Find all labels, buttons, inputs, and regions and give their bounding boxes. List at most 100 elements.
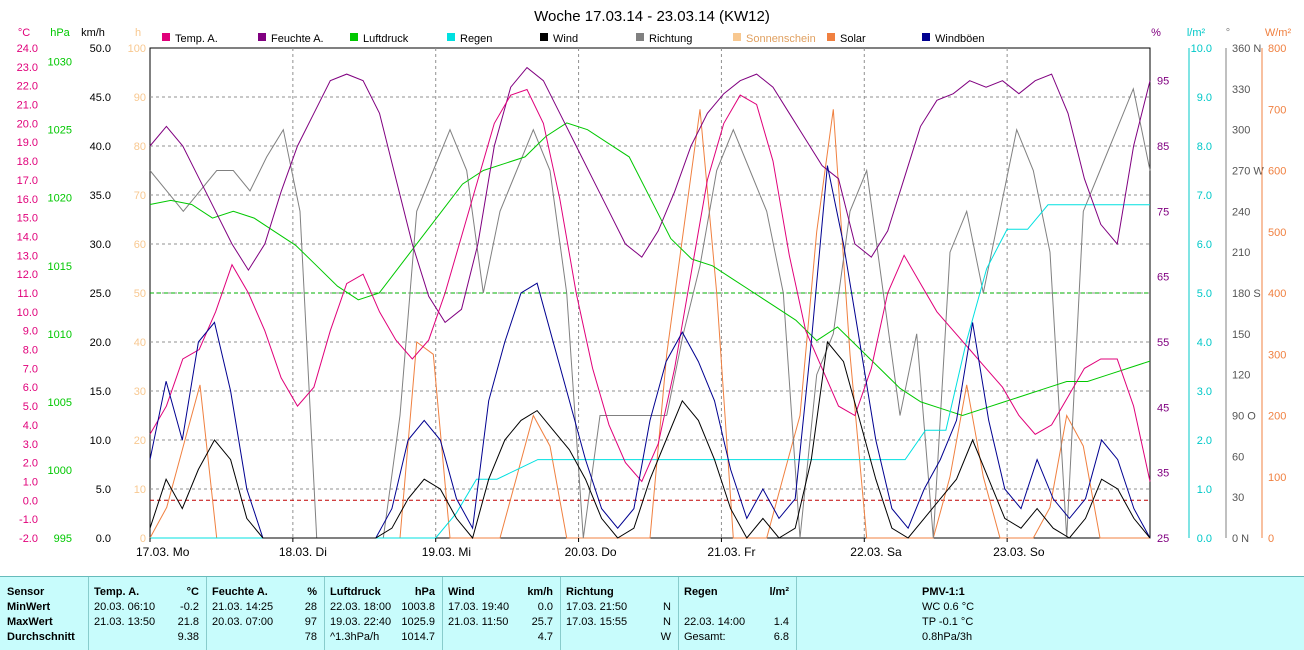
temp-avg-value: 9.38 (177, 631, 199, 643)
humidity-axis-tick: 35 (1157, 468, 1169, 480)
humidity-axis-tick: 65 (1157, 272, 1169, 284)
legend-swatch (350, 33, 358, 41)
temp-max-time: 21.03. 13:50 (94, 616, 156, 628)
solar-axis-tick: 700 (1268, 104, 1286, 116)
direction-axis-tick: 300 (1232, 125, 1250, 137)
legend-swatch (922, 33, 930, 41)
pressure-axis-tick: 1030 (48, 57, 72, 69)
pmv-dewpoint: TP -0.1 °C (922, 616, 974, 628)
sun-axis-tick: 80 (134, 141, 146, 153)
direction-min-value: N (663, 601, 671, 613)
x-axis-label: 23.03. So (993, 545, 1045, 559)
temp-axis-tick: 19.0 (17, 137, 38, 149)
direction-axis-tick: 90 O (1232, 411, 1256, 423)
temp-axis-tick: 14.0 (17, 231, 38, 243)
temp-axis-tick: 1.0 (23, 476, 38, 488)
temp-axis-tick: 4.0 (23, 420, 38, 432)
direction-axis-tick: 240 (1232, 206, 1250, 218)
legend-label: Regen (460, 33, 492, 45)
temp-axis-tick: 16.0 (17, 194, 38, 206)
sensor-header: Sensor (7, 586, 45, 598)
humidity-max-value: 97 (304, 616, 317, 628)
sun-axis-tick: 70 (134, 190, 146, 202)
rain-axis-tick: 3.0 (1197, 386, 1212, 398)
legend-label: Richtung (649, 33, 692, 45)
pressure-trend: ^1.3hPa/h (330, 631, 380, 643)
pressure-axis-tick: 1005 (48, 397, 72, 409)
weather-chart: Woche 17.03.14 - 23.03.14 (KW12) Temp. A… (17, 8, 1292, 559)
temp-axis-tick: 9.0 (23, 326, 38, 338)
temp-axis-tick: 22.0 (17, 81, 38, 93)
direction-max-time: 17.03. 15:55 (566, 616, 628, 628)
pressure-axis-tick: 1025 (48, 125, 72, 137)
x-axis-label: 22.03. Sa (850, 545, 902, 559)
x-axis-label: 18.03. Di (279, 545, 327, 559)
pressure-axis-unit: hPa (50, 27, 70, 39)
x-axis-label: 19.03. Mi (422, 545, 471, 559)
sun-axis-tick: 40 (134, 337, 146, 349)
temp-axis-tick: 10.0 (17, 307, 38, 319)
temp-axis-unit: °C (18, 27, 30, 39)
temp-axis-tick: 15.0 (17, 213, 38, 225)
legend-swatch (258, 33, 266, 41)
rain-header: Regen (684, 586, 718, 598)
direction-axis-unit: ° (1226, 27, 1230, 39)
rain-max-value: 1.4 (773, 616, 789, 628)
temp-axis-tick: 0.0 (23, 495, 38, 507)
sun-axis-tick: 90 (134, 92, 146, 104)
legend-swatch (827, 33, 835, 41)
temp-axis-tick: 6.0 (23, 382, 38, 394)
wind-axis-tick: 0.0 (96, 533, 111, 545)
humidity-axis-tick: 75 (1157, 206, 1169, 218)
legend-swatch (540, 33, 548, 41)
x-axis-label: 20.03. Do (565, 545, 617, 559)
direction-min-time: 17.03. 21:50 (566, 601, 628, 613)
x-axis-labels: 17.03. Mo 18.03. Di 19.03. Mi 20.03. Do 21.0… (136, 538, 1045, 559)
humidity-series-line (149, 66, 1151, 324)
direction-axis-tick: 360 N (1232, 43, 1261, 55)
wind-unit: km/h (527, 586, 553, 598)
rain-axis-tick: 0.0 (1197, 533, 1212, 545)
legend-label: Feuchte A. (271, 33, 324, 45)
x-axis-label: 21.03. Fr (707, 545, 755, 559)
rain-axis-tick: 7.0 (1197, 190, 1212, 202)
solar-axis-tick: 400 (1268, 288, 1286, 300)
humidity-axis-tick: 95 (1157, 76, 1169, 88)
temp-axis-tick: 18.0 (17, 156, 38, 168)
sun-axis-tick: 10 (134, 484, 146, 496)
rain-total-value: 6.8 (773, 631, 789, 643)
pressure-series-line (149, 122, 1151, 417)
temp-axis-tick: 17.0 (17, 175, 38, 187)
humidity-unit: % (307, 586, 317, 598)
rain-axis-tick: 5.0 (1197, 288, 1212, 300)
sun-axis-tick: 20 (134, 435, 146, 447)
pressure-min-time: 22.03. 18:00 (330, 601, 392, 613)
temp-min-time: 20.03. 06:10 (94, 601, 156, 613)
pressure-axis-tick: 1020 (48, 193, 72, 205)
legend: Temp. A. Feuchte A. Luftdruck Regen Wind Rich… (162, 33, 985, 45)
direction-avg-value: W (660, 631, 671, 643)
rain-axis-tick: 2.0 (1197, 435, 1212, 447)
humidity-axis-unit: % (1151, 27, 1161, 39)
solar-axis-tick: 200 (1268, 411, 1286, 423)
legend-label: Temp. A. (175, 33, 218, 45)
sun-axis-tick: 0 (140, 533, 146, 545)
wind-axis-tick: 20.0 (90, 337, 111, 349)
pressure-header: Luftdruck (330, 586, 381, 598)
temp-axis-tick: 11.0 (17, 288, 38, 300)
humidity-column: Feuchte A. % 21.03. 14:25 28 20.03. 07:0… (206, 577, 325, 650)
temp-unit: °C (186, 586, 199, 598)
solar-axis-tick: 300 (1268, 349, 1286, 361)
temp-max-value: 21.8 (177, 616, 199, 628)
chart-title: Woche 17.03.14 - 23.03.14 (KW12) (534, 8, 770, 25)
wind-axis-tick: 35.0 (90, 190, 111, 202)
wind-min-value: 0.0 (537, 601, 553, 613)
rain-axis-tick: 4.0 (1197, 337, 1212, 349)
wind-min-time: 17.03. 19:40 (448, 601, 510, 613)
temp-axis-tick: 7.0 (23, 363, 38, 375)
direction-axis-tick: 0 N (1232, 533, 1249, 545)
rain-axis-tick: 8.0 (1197, 141, 1212, 153)
wind-max-time: 21.03. 11:50 (448, 616, 509, 628)
pmv-pressure-trend: 0.8hPa/3h (922, 631, 973, 643)
temp-axis-tick: 21.0 (17, 100, 38, 112)
